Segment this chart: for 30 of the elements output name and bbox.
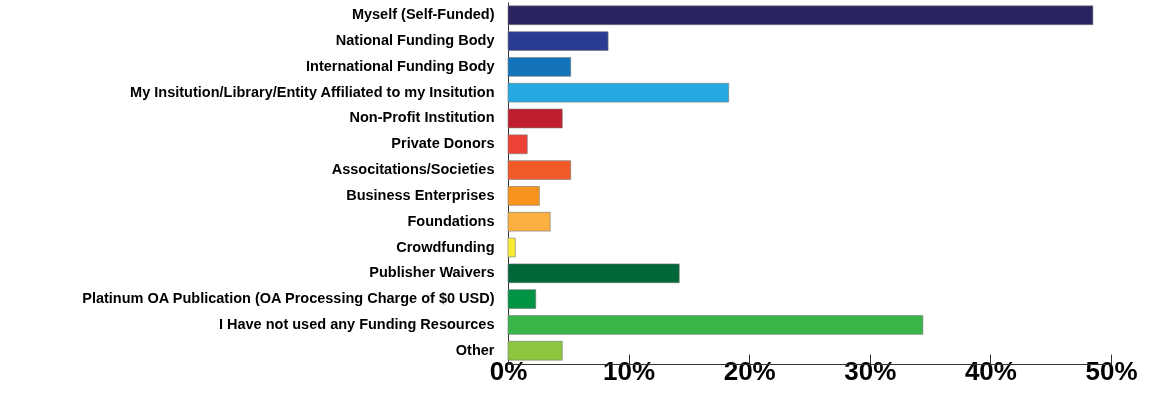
bar [507, 31, 609, 51]
y-tick-label: My Insitution/Library/Entity Affiliated to my Insitution [130, 83, 495, 100]
bar [507, 211, 551, 232]
y-tick-label: Myself (Self-Funded) [351, 6, 495, 23]
y-tick-label: Associtations/Societies [331, 161, 495, 178]
bar [507, 289, 537, 309]
bar [507, 340, 563, 361]
y-tick-label: Non-Profit Institution [349, 109, 495, 126]
y-tick-label: National Funding Body [335, 32, 495, 49]
y-tick-label: Business Enterprises [346, 186, 495, 203]
x-tick-label: 50% [1085, 355, 1138, 386]
y-tick-label: Platinum OA Publication (OA Processing Charge of $0 USD) [82, 290, 495, 307]
y-tick-label: Publisher Waivers [369, 264, 495, 281]
bar [507, 134, 528, 155]
y-tick-label: International Funding Body [306, 57, 495, 74]
bar [507, 82, 729, 103]
bar [507, 263, 680, 284]
y-tick-label: Crowdfunding [396, 238, 495, 255]
y-tick-label: Foundations [407, 212, 495, 229]
bar [507, 160, 572, 180]
x-tick-label: 0% [489, 355, 528, 386]
bar [507, 108, 563, 129]
bar [507, 186, 540, 206]
bar [507, 57, 572, 77]
bar [507, 5, 1094, 26]
bar [507, 315, 924, 335]
y-tick-label: Other [455, 341, 495, 358]
bar [507, 237, 516, 258]
y-tick-label: I Have not used any Funding Resources [218, 315, 495, 332]
y-tick-label: Private Donors [391, 135, 495, 152]
